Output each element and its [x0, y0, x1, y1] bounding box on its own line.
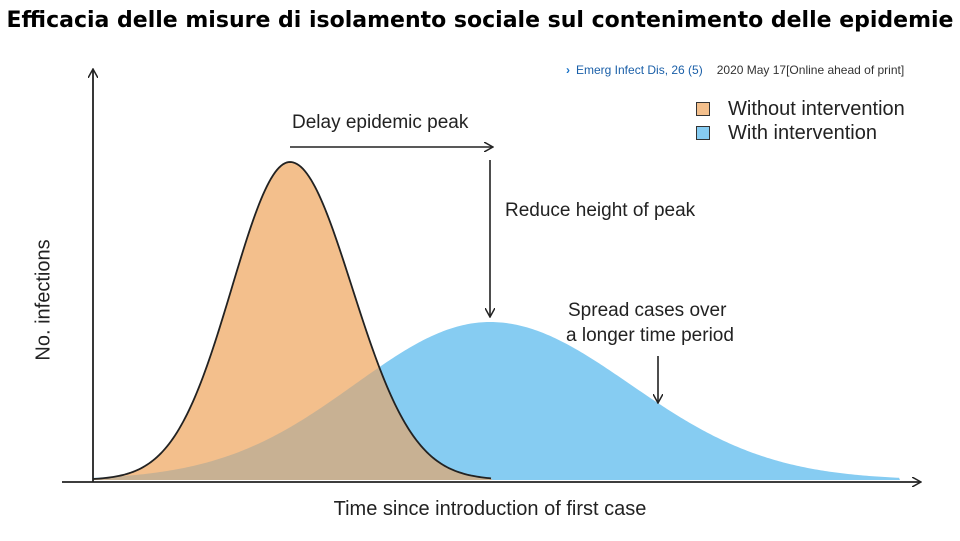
legend-item-without: Without intervention — [696, 97, 905, 121]
x-axis-label: Time since introduction of first case — [333, 498, 647, 520]
legend: Without intervention With intervention — [696, 97, 905, 145]
legend-label-without: Without intervention — [728, 97, 905, 120]
overlap-region — [93, 322, 492, 480]
spread-annotation-line1: Spread cases over — [568, 300, 727, 321]
publication-date: 2020 May 17[Online ahead of print] — [716, 63, 905, 77]
y-axis-label: No. infections — [32, 239, 55, 361]
legend-label-with: With intervention — [728, 121, 877, 144]
citation: › Emerg Infect Dis, 26 (5) 2020 May 17[Onl… — [566, 63, 904, 77]
delay-annotation: Delay epidemic peak — [292, 112, 469, 133]
page-title: Efficacia delle misure di isolamento soc… — [6, 8, 954, 33]
legend-swatch-with — [696, 126, 710, 140]
reduce-annotation: Reduce height of peak — [505, 200, 696, 221]
chevron-right-icon[interactable]: › — [566, 63, 570, 77]
legend-item-with: With intervention — [696, 121, 905, 145]
spread-annotation-line2: a longer time period — [566, 325, 734, 346]
journal-link[interactable]: Emerg Infect Dis, 26 (5) — [576, 63, 703, 77]
legend-swatch-without — [696, 102, 710, 116]
without-intervention-outline — [92, 161, 492, 480]
